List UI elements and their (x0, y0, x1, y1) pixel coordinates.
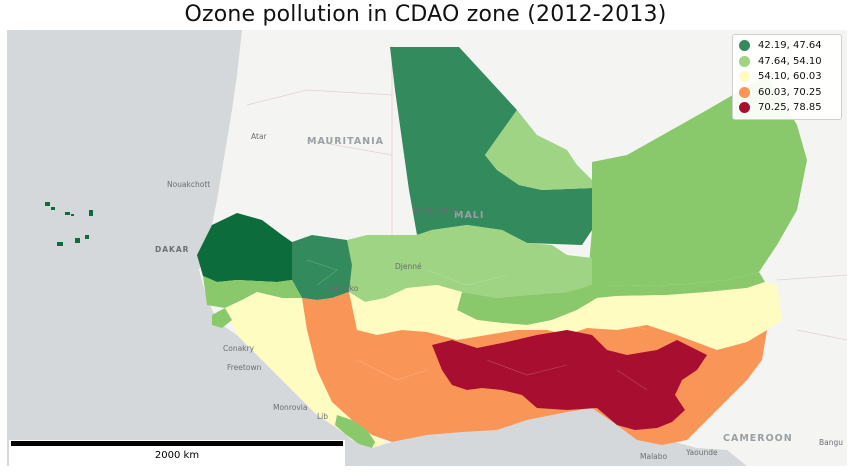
region-nigeria-south[interactable] (432, 330, 707, 430)
legend-item: 47.64, 54.10 (739, 54, 835, 70)
region-guinea-bissau[interactable] (203, 276, 302, 308)
label-monrovia: Monrovia (273, 403, 308, 412)
legend-item: 54.10, 60.03 (739, 69, 835, 85)
legend-swatch (739, 40, 750, 52)
label-dakar: DAKAR (155, 245, 190, 254)
legend-label: 47.64, 54.10 (758, 55, 822, 67)
legend-label: 60.03, 70.25 (758, 86, 822, 98)
legend-label: 54.10, 60.03 (758, 71, 822, 83)
label-lib: Lib (317, 412, 329, 421)
map-title: Ozone pollution in CDAO zone (2012-2013) (184, 2, 667, 27)
scale-bar-label: 2000 km (154, 450, 200, 461)
region-borders (306, 259, 748, 391)
label-tombouctou: Tombouctou (412, 206, 458, 215)
scale-bar-line (11, 441, 343, 446)
label-yaounde: Yaounde (686, 448, 718, 457)
legend-label: 70.25, 78.85 (758, 102, 822, 114)
legend-swatch (739, 102, 750, 114)
label-freetown: Freetown (227, 363, 262, 372)
region-burkina[interactable] (457, 272, 765, 325)
legend-swatch (739, 86, 750, 98)
label-djenne: Djenné (395, 262, 422, 271)
legend-swatch (739, 71, 750, 83)
map-canvas[interactable]: MAURITANIA MALI CAMEROON Atar Nouakchott… (7, 30, 847, 466)
label-bamako: Bamako (328, 284, 359, 293)
legend: 42.19, 47.64 47.64, 54.10 54.10, 60.03 6… (732, 34, 842, 120)
label-bangu: Bangu (819, 438, 844, 447)
region-niger[interactable] (587, 75, 807, 288)
label-atar: Atar (251, 132, 267, 141)
label-cameroon: CAMEROON (723, 433, 793, 444)
legend-item: 42.19, 47.64 (739, 38, 835, 54)
label-mali: MALI (454, 210, 485, 221)
region-mali-central[interactable] (347, 225, 592, 302)
label-malabo: Malabo (640, 452, 668, 461)
region-burkina-south[interactable] (349, 282, 782, 350)
cape-verde-islands (45, 202, 93, 246)
label-nouakchott: Nouakchott (167, 180, 211, 189)
legend-label: 42.19, 47.64 (758, 40, 822, 52)
region-mali-northeast[interactable] (485, 110, 592, 190)
legend-item: 60.03, 70.25 (739, 85, 835, 101)
choropleth-map[interactable] (7, 30, 847, 466)
label-conakry: Conakry (223, 344, 255, 353)
region-mali-north[interactable] (390, 47, 592, 245)
region-coastal-guinea[interactable] (212, 308, 232, 328)
basemap-borders (246, 45, 847, 341)
region-guinea[interactable] (225, 292, 387, 448)
label-mauritania: MAURITANIA (307, 136, 385, 147)
legend-swatch (739, 55, 750, 67)
region-senegal[interactable] (197, 213, 292, 282)
region-liberia[interactable] (335, 415, 375, 448)
region-mali-west[interactable] (292, 235, 352, 300)
legend-item: 70.25, 78.85 (739, 100, 835, 116)
scale-bar: 2000 km (9, 440, 345, 466)
